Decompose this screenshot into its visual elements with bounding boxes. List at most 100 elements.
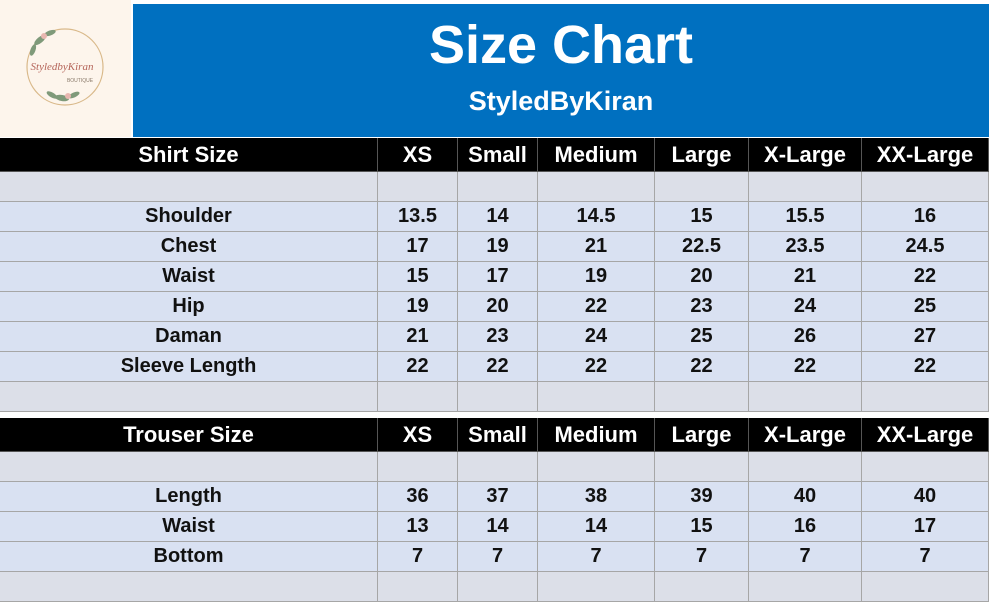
blank-cell — [749, 172, 862, 202]
table-header: Trouser Size — [0, 418, 378, 452]
blank-cell — [0, 572, 378, 602]
size-header: Small — [458, 138, 538, 172]
blank-cell — [749, 572, 862, 602]
measurement: 21 — [378, 322, 458, 352]
measurement: 15 — [655, 202, 749, 232]
logo-name: StyledbyKiran — [31, 61, 94, 73]
measurement: 14 — [458, 512, 538, 542]
blank-cell — [378, 172, 458, 202]
measurement: 14 — [538, 512, 655, 542]
measurement: 17 — [378, 232, 458, 262]
measurement: 7 — [655, 542, 749, 572]
measurement: 21 — [749, 262, 862, 292]
measurement: 20 — [458, 292, 538, 322]
measurement: 22 — [538, 352, 655, 382]
row-label: Bottom — [0, 542, 378, 572]
measurement: 37 — [458, 482, 538, 512]
blank-cell — [458, 382, 538, 412]
blank-cell — [458, 572, 538, 602]
measurement: 40 — [862, 482, 989, 512]
blank-cell — [655, 572, 749, 602]
title: Size Chart — [428, 15, 694, 75]
measurement: 16 — [749, 512, 862, 542]
measurement: 19 — [538, 262, 655, 292]
measurement: 7 — [378, 542, 458, 572]
size-header: XX-Large — [862, 138, 989, 172]
row-label: Length — [0, 482, 378, 512]
measurement: 15 — [655, 512, 749, 542]
size-header: XS — [378, 138, 458, 172]
measurement: 14 — [458, 202, 538, 232]
measurement: 7 — [538, 542, 655, 572]
measurement: 25 — [655, 322, 749, 352]
measurement: 22.5 — [655, 232, 749, 262]
blank-cell — [0, 452, 378, 482]
row-label: Hip — [0, 292, 378, 322]
blank-cell — [749, 382, 862, 412]
measurement: 24 — [538, 322, 655, 352]
measurement: 23 — [655, 292, 749, 322]
blank-cell — [538, 572, 655, 602]
measurement: 13 — [378, 512, 458, 542]
measurement: 22 — [862, 352, 989, 382]
logo-tagline: BOUTIQUE — [67, 78, 94, 84]
blank-cell — [538, 452, 655, 482]
row-label: Chest — [0, 232, 378, 262]
blank-cell — [655, 382, 749, 412]
measurement: 22 — [862, 262, 989, 292]
measurement: 7 — [458, 542, 538, 572]
measurement: 14.5 — [538, 202, 655, 232]
size-header: X-Large — [749, 138, 862, 172]
row-label: Shoulder — [0, 202, 378, 232]
measurement: 7 — [749, 542, 862, 572]
measurement: 39 — [655, 482, 749, 512]
blank-cell — [862, 172, 989, 202]
measurement: 17 — [458, 262, 538, 292]
measurement: 24 — [749, 292, 862, 322]
measurement: 16 — [862, 202, 989, 232]
blank-cell — [862, 382, 989, 412]
measurement: 25 — [862, 292, 989, 322]
blank-cell — [862, 452, 989, 482]
measurement: 13.5 — [378, 202, 458, 232]
subtitle: StyledByKiran — [468, 86, 654, 116]
size-header: Medium — [538, 138, 655, 172]
size-header: Large — [655, 138, 749, 172]
measurement: 23 — [458, 322, 538, 352]
blank-cell — [378, 572, 458, 602]
measurement: 19 — [458, 232, 538, 262]
size-header: XS — [378, 418, 458, 452]
blank-cell — [458, 172, 538, 202]
blank-cell — [0, 382, 378, 412]
measurement: 23.5 — [749, 232, 862, 262]
measurement: 36 — [378, 482, 458, 512]
size-header: Small — [458, 418, 538, 452]
logo: StyledbyKiran BOUTIQUE — [0, 0, 131, 137]
row-label: Daman — [0, 322, 378, 352]
measurement: 21 — [538, 232, 655, 262]
measurement: 20 — [655, 262, 749, 292]
measurement: 19 — [378, 292, 458, 322]
measurement: 27 — [862, 322, 989, 352]
measurement: 22 — [538, 292, 655, 322]
measurement: 24.5 — [862, 232, 989, 262]
banner: Size Chart StyledByKiran — [133, 4, 989, 137]
measurement: 22 — [749, 352, 862, 382]
measurement: 26 — [749, 322, 862, 352]
size-header: XX-Large — [862, 418, 989, 452]
measurement: 22 — [458, 352, 538, 382]
row-label: Sleeve Length — [0, 352, 378, 382]
row-label: Waist — [0, 262, 378, 292]
measurement: 7 — [862, 542, 989, 572]
measurement: 17 — [862, 512, 989, 542]
size-header: Large — [655, 418, 749, 452]
blank-cell — [0, 172, 378, 202]
blank-cell — [538, 382, 655, 412]
table-header: Shirt Size — [0, 138, 378, 172]
measurement: 15.5 — [749, 202, 862, 232]
measurement: 22 — [655, 352, 749, 382]
blank-cell — [538, 172, 655, 202]
blank-cell — [378, 382, 458, 412]
blank-cell — [458, 452, 538, 482]
